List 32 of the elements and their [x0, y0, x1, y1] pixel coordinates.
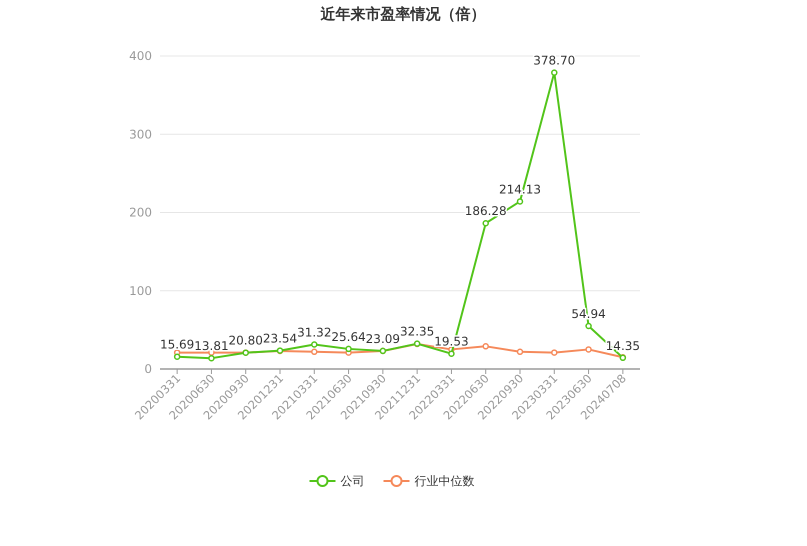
point	[482, 220, 489, 226]
data-label: 23.54	[262, 332, 298, 346]
chart-title: 近年来市盈率情况（倍）	[320, 5, 486, 23]
legend-label: 行业中位数	[414, 474, 474, 488]
point	[516, 198, 524, 205]
data-label: 25.64	[331, 330, 366, 344]
point	[448, 350, 455, 357]
point	[311, 348, 318, 356]
point	[311, 341, 318, 348]
legend-label: 公司	[340, 474, 364, 488]
point	[174, 353, 180, 360]
data-label: 13.81	[194, 339, 229, 354]
data-label: 32.35	[400, 324, 434, 339]
point	[551, 349, 558, 356]
data-label: 20.80	[228, 334, 263, 348]
point	[482, 343, 489, 350]
point	[551, 69, 558, 76]
data-label: 31.32	[297, 325, 332, 340]
point	[516, 348, 524, 356]
point	[585, 346, 592, 353]
y-tick-label: 200	[129, 206, 152, 220]
y-tick-label: 0	[144, 362, 152, 376]
point	[208, 354, 215, 362]
data-label: 186.28	[464, 204, 507, 218]
y-tick-label: 400	[129, 49, 152, 63]
data-label: 15.69	[160, 338, 194, 352]
y-tick-label: 300	[129, 127, 152, 142]
data-label: 23.09	[366, 332, 400, 346]
point	[345, 346, 352, 352]
y-tick-label: 100	[129, 284, 152, 298]
data-label: 378.70	[533, 54, 576, 68]
point	[585, 322, 592, 330]
